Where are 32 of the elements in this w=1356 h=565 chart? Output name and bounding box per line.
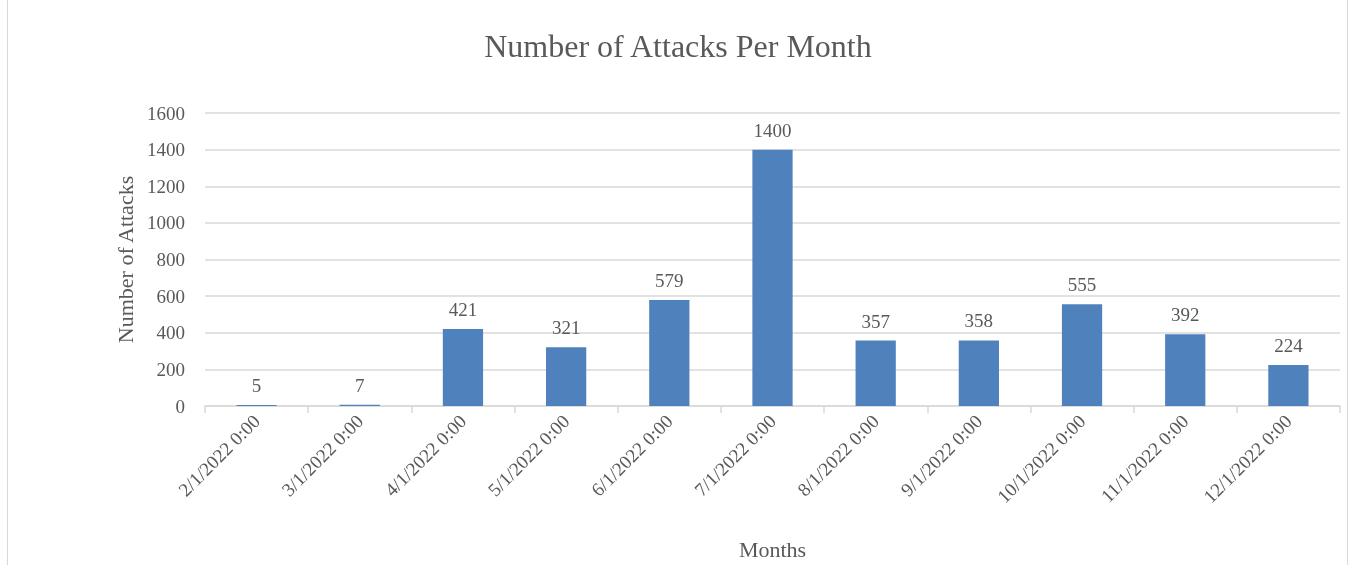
data-label: 358	[964, 310, 994, 332]
x-axis-title: Months	[738, 536, 807, 562]
bar	[752, 149, 793, 406]
y-tick-label: 1400	[147, 139, 185, 161]
data-label: 357	[861, 310, 890, 332]
y-tick-label: 800	[156, 249, 185, 270]
bar	[442, 328, 484, 406]
data-label: 5	[251, 375, 262, 397]
bar	[1061, 304, 1103, 406]
y-tick-label: 1000	[147, 212, 185, 234]
bar	[1165, 334, 1206, 406]
bar	[1268, 364, 1309, 406]
y-tick-label: 200	[156, 358, 185, 380]
y-tick-label: 600	[156, 285, 185, 307]
data-label: 1400	[753, 119, 792, 141]
data-label: 421	[448, 298, 478, 320]
y-tick-label: 1600	[147, 102, 185, 124]
data-label: 555	[1067, 274, 1097, 296]
chart-title: Number of Attacks Per Month	[484, 28, 872, 64]
y-tick-label: 1200	[147, 175, 185, 197]
bar	[649, 299, 690, 406]
data-label: 224	[1274, 334, 1304, 356]
data-label: 321	[551, 317, 581, 339]
y-axis-title: Number of Attacks	[112, 175, 138, 344]
bar	[958, 340, 999, 406]
bar	[855, 340, 896, 406]
data-label: 392	[1170, 304, 1200, 326]
y-tick-label: 400	[156, 322, 185, 344]
bar	[546, 347, 587, 406]
data-label: 7	[355, 374, 365, 396]
data-label: 579	[655, 269, 684, 291]
y-tick-label: 0	[175, 395, 185, 417]
